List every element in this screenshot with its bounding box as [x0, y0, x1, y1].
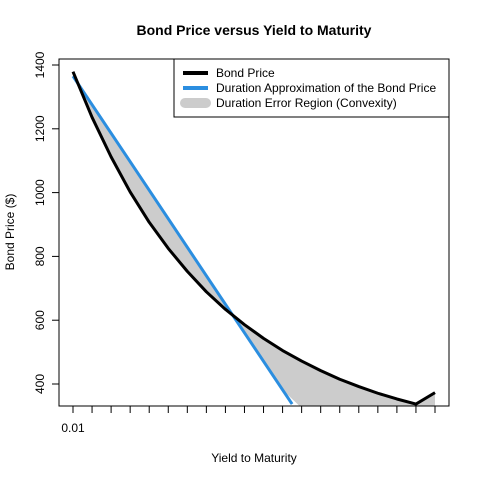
legend-label: Bond Price — [216, 66, 275, 80]
y-tick-label: 1000 — [33, 179, 47, 206]
bond-price-line — [71, 71, 436, 406]
legend-label: Duration Approximation of the Bond Price — [216, 81, 436, 95]
x-axis-label: Yield to Maturity — [211, 451, 297, 465]
y-tick-label: 400 — [33, 374, 47, 394]
plot-area — [71, 71, 436, 406]
duration-approximation-line — [71, 75, 294, 405]
legend-box — [173, 58, 450, 118]
x-tick-label: 0.01 — [61, 421, 85, 435]
y-tick-label: 1400 — [33, 51, 47, 78]
axes: 0.01 400 600 800 1000 1200 1400 — [33, 51, 450, 435]
y-tick-label: 800 — [33, 246, 47, 266]
chart-title: Bond Price versus Yield to Maturity — [137, 22, 372, 38]
y-tick-label: 600 — [33, 310, 47, 330]
duration-error-region — [73, 71, 435, 406]
y-tick-label: 1200 — [33, 115, 47, 142]
y-axis-label: Bond Price ($) — [3, 194, 17, 271]
legend-label: Duration Error Region (Convexity) — [216, 96, 397, 110]
